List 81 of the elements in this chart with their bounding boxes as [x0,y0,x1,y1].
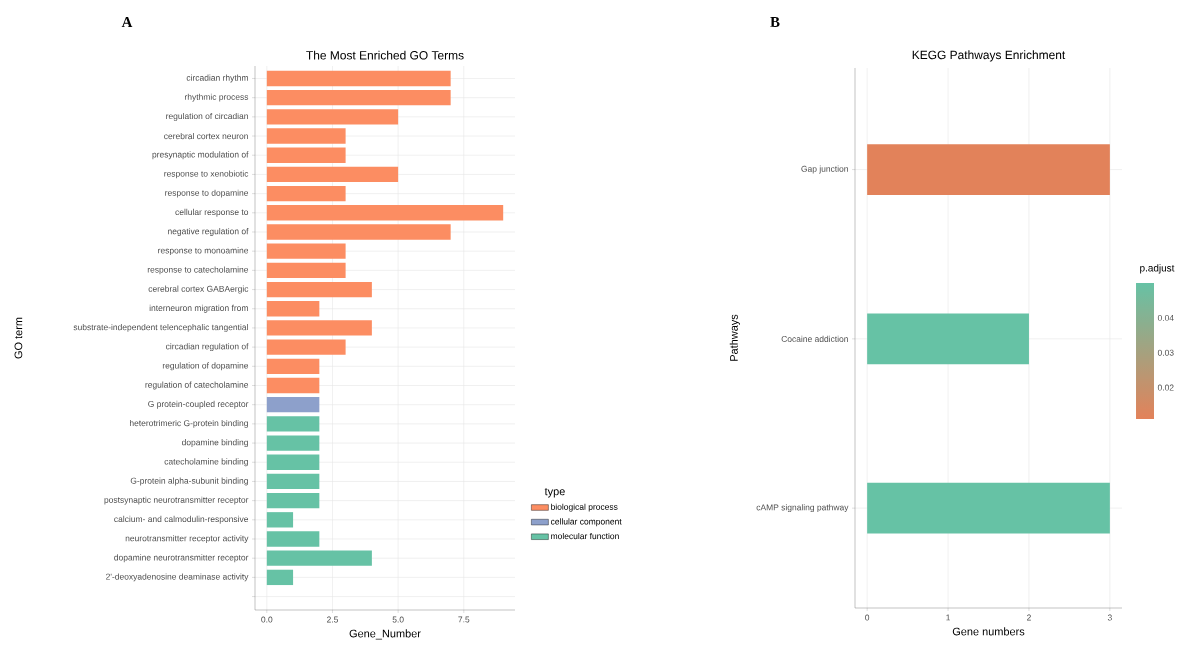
x-tick-label: 7.5 [458,616,470,623]
y-tick-label: cerebral cortex GABAergic [148,285,249,294]
y-tick-label: circadian regulation of [165,343,249,352]
color-bar-label: 0.02 [1157,384,1174,391]
y-tick-label: neurotransmitter receptor activity [125,535,249,543]
color-bar-title: p.adjust [1140,264,1175,274]
bar [266,224,451,240]
y-tick-label: response to xenobiotic [164,170,249,179]
x-axis-title: Gene_Number [349,629,421,640]
y-tick-label: interneuron migration from [149,304,248,313]
legend-label: molecular function [551,532,619,540]
bar [266,262,346,279]
color-bar-label: 0.03 [1157,349,1174,356]
y-tick-label: Cocaine addiction [781,335,848,342]
y-axis-title: Pathways [729,314,740,361]
y-tick-label: postsynaptic neurotransmitter receptor [104,496,249,505]
bar [266,531,320,547]
bar [266,492,320,509]
y-tick-label: heterotrimeric G-protein binding [129,419,248,428]
y-axis-title: GO term [14,317,23,359]
legend-title: type [544,488,565,498]
bar [266,454,320,470]
legend-label: biological process [551,503,618,512]
y-tick-label: response to monoamine [158,247,249,256]
bar [266,569,294,586]
bar [266,377,320,394]
y-tick-label: calcium- and calmodulin-responsive [114,515,249,524]
bar [266,512,294,528]
y-tick-label: 2'-deoxyadenosine deaminase activity [106,573,249,582]
bar [266,281,372,298]
bar [266,301,320,317]
bar [266,205,504,221]
bar [266,435,320,451]
bar [266,243,346,259]
bar [266,550,372,566]
x-tick-label: 1 [946,614,950,621]
x-tick-label: 0.0 [261,616,273,623]
y-tick-label: dopamine neurotransmitter receptor [114,554,249,563]
y-tick-label: G protein-coupled receptor [148,400,249,409]
bar [266,358,320,374]
y-tick-label: substrate-independent telencephalic tangential [73,323,248,332]
y-tick-label: negative regulation of [168,228,249,236]
bar [266,397,320,413]
y-tick-label: regulation of catecholamine [145,381,249,390]
bar [266,89,451,106]
x-axis-title: Gene numbers [952,627,1025,636]
bar [266,339,346,355]
y-tick-label: G-protein alpha-subunit binding [130,477,248,486]
y-tick-label: cAMP signaling pathway [756,504,849,513]
y-tick-label: circadian rhythm [186,74,248,83]
chart-title: KEGG Pathways Enrichment [912,50,1066,62]
x-tick-label: 5.0 [392,616,404,623]
x-tick-label: 0 [865,614,870,621]
y-tick-label: rhythmic process [185,93,249,102]
y-tick-label: regulation of dopamine [162,362,249,371]
y-tick-label: catecholamine binding [164,458,248,467]
legend-label: cellular component [550,518,622,527]
y-tick-label: response to dopamine [165,189,249,198]
bar [266,128,346,144]
bar [266,109,399,125]
text: B [770,17,780,27]
bar [266,320,372,336]
y-tick-label: cerebral cortex neuron [164,132,248,140]
chart-title: The Most Enriched GO Terms [306,50,464,60]
bar [266,185,346,202]
bar [266,166,399,183]
y-tick-label: Gap junction [801,165,848,174]
bar [266,473,320,490]
color-bar-label: 0.04 [1157,314,1174,321]
x-tick-label: 3 [1107,614,1112,621]
x-tick-label: 2 [1027,614,1031,621]
x-tick-label: 2.5 [327,616,339,623]
bar [266,147,346,163]
bar [266,70,451,87]
bar [266,416,320,432]
text: A [121,17,133,27]
y-tick-label: dopamine binding [181,439,248,447]
y-tick-label: presynaptic modulation of [152,151,249,160]
y-tick-label: response to catecholamine [147,266,249,275]
y-tick-label: cellular response to [175,208,249,217]
y-tick-label: regulation of circadian [166,112,248,121]
